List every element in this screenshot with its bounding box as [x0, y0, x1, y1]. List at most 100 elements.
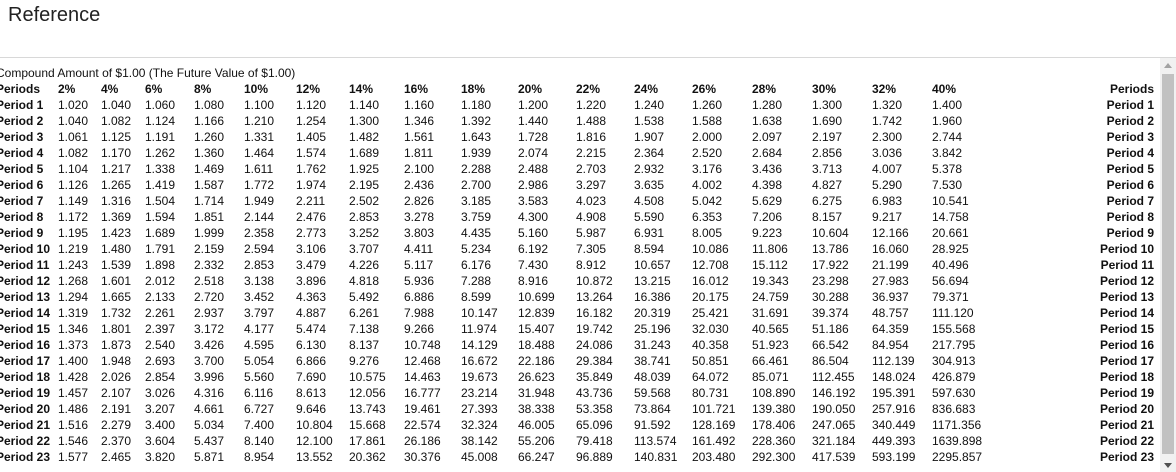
table-row: Period 17 1.400 1.948 2.693 3.700 5.054 6.866 9…	[0, 353, 1160, 369]
factor-cell: 48.757	[872, 306, 909, 320]
factor-cell: 64.072	[692, 370, 729, 384]
factor-cell: 40.358	[692, 338, 729, 352]
factor-cell: 4.316	[194, 386, 225, 400]
factor-cell: 5.160	[518, 226, 549, 240]
factor-cell: 7.530	[932, 178, 963, 192]
factor-cell: 8.916	[518, 274, 549, 288]
scrollbar[interactable]	[1160, 58, 1176, 472]
factor-cell: 2.215	[576, 146, 607, 160]
factor-cell: 417.539	[812, 450, 856, 464]
factor-cell: 1.319	[58, 306, 89, 320]
factor-cell: 45.008	[461, 450, 498, 464]
table-row: Period 16 1.373 1.873 2.540 3.426 4.595 6.130 8…	[0, 337, 1160, 353]
factor-cell: 23.298	[812, 274, 849, 288]
column-header: 22%	[576, 82, 601, 96]
column-header: 30%	[812, 82, 837, 96]
factor-cell: 292.300	[752, 450, 796, 464]
factor-cell: 1639.898	[932, 434, 983, 448]
factor-cell: 2.700	[461, 178, 492, 192]
period-label: Period 1	[0, 98, 44, 112]
factor-cell: 139.380	[752, 402, 796, 416]
factor-cell: 3.803	[404, 226, 435, 240]
factor-cell: 10.804	[296, 418, 333, 432]
factor-cell: 9.266	[404, 322, 435, 336]
factor-cell: 146.192	[812, 386, 856, 400]
factor-cell: 6.353	[692, 210, 723, 224]
table-row: Period 15 1.346 1.801 2.397 3.172 4.177 5.474 7…	[0, 321, 1160, 337]
period-label: Period 10	[0, 242, 51, 256]
scroll-up[interactable]	[1164, 63, 1172, 68]
factor-cell: 321.184	[812, 434, 856, 448]
factor-cell: 3.026	[145, 386, 176, 400]
factor-cell: 2.744	[932, 130, 963, 144]
factor-cell: 55.206	[518, 434, 555, 448]
factor-cell: 1.082	[101, 114, 132, 128]
scroll-thumb[interactable]	[1162, 74, 1174, 454]
factor-cell: 6.116	[244, 386, 274, 400]
factor-cell: 836.683	[932, 402, 976, 416]
table-row: Period 22 1.546 2.370 3.604 5.437 8.140 12.100…	[0, 433, 1160, 449]
scroll-down[interactable]	[1164, 463, 1172, 468]
period-label: Period 18	[0, 370, 51, 384]
factor-cell: 597.630	[932, 386, 976, 400]
table-row: Period 23 1.577 2.465 3.820 5.871 8.954 13.552…	[0, 449, 1160, 465]
factor-cell: 3.700	[194, 354, 225, 368]
period-label: Period 11	[0, 258, 50, 272]
factor-cell: 1.539	[101, 258, 132, 272]
factor-cell: 3.138	[244, 274, 275, 288]
factor-cell: 1.400	[932, 98, 963, 112]
factor-cell: 3.185	[461, 194, 492, 208]
factor-cell: 2.720	[194, 290, 225, 304]
factor-cell: 4.023	[576, 194, 607, 208]
factor-cell: 4.007	[872, 162, 903, 176]
column-header: 16%	[404, 82, 429, 96]
factor-cell: 2.465	[101, 450, 132, 464]
factor-cell: 217.795	[932, 338, 976, 352]
factor-cell: 1.243	[58, 258, 89, 272]
period-label: Period 5	[0, 162, 44, 176]
factor-cell: 3.106	[296, 242, 327, 256]
factor-cell: 1.960	[932, 114, 963, 128]
column-header: 18%	[461, 82, 486, 96]
factor-cell: 247.065	[812, 418, 856, 432]
factor-cell: 56.694	[932, 274, 969, 288]
factor-cell: 13.743	[349, 402, 386, 416]
factor-cell: 20.661	[932, 226, 969, 240]
factor-cell: 2.703	[576, 162, 607, 176]
factor-cell: 10.541	[932, 194, 969, 208]
factor-cell: 1.346	[404, 114, 435, 128]
factor-cell: 9.223	[752, 226, 783, 240]
factor-cell: 6.866	[296, 354, 327, 368]
factor-cell: 2.133	[145, 290, 176, 304]
factor-cell: 1.689	[145, 226, 176, 240]
table-row: Period 2 1.040 1.082 1.124 1.166 1.210 1.254 1.…	[0, 113, 1160, 129]
factor-cell: 3.713	[812, 162, 843, 176]
factor-cell: 161.492	[692, 434, 736, 448]
factor-cell: 2.436	[404, 178, 435, 192]
period-label: Period 9	[0, 226, 44, 240]
factor-cell: 30.376	[404, 450, 441, 464]
factor-cell: 1.124	[145, 114, 176, 128]
factor-cell: 1.690	[812, 114, 843, 128]
factor-cell: 2.195	[349, 178, 380, 192]
factor-cell: 5.437	[194, 434, 225, 448]
factor-cell: 1.974	[296, 178, 327, 192]
factor-cell: 1.195	[58, 226, 89, 240]
factor-cell: 2.107	[101, 386, 132, 400]
column-header: Periods	[1109, 82, 1154, 96]
factor-cell: 1.811	[404, 146, 434, 160]
factor-cell: 2.594	[244, 242, 275, 256]
factor-cell: 2.520	[692, 146, 723, 160]
factor-cell: 4.508	[634, 194, 665, 208]
period-label: Period 8	[1106, 210, 1154, 224]
factor-cell: 1.338	[145, 162, 176, 176]
factor-cell: 3.036	[872, 146, 903, 160]
factor-cell: 1.373	[58, 338, 89, 352]
factor-cell: 7.138	[349, 322, 380, 336]
factor-cell: 66.461	[752, 354, 789, 368]
factor-cell: 1.925	[349, 162, 380, 176]
factor-cell: 1.643	[461, 130, 492, 144]
period-label: Period 23	[1099, 450, 1154, 464]
factor-cell: 257.916	[872, 402, 916, 416]
period-label: Period 20	[1099, 402, 1154, 416]
